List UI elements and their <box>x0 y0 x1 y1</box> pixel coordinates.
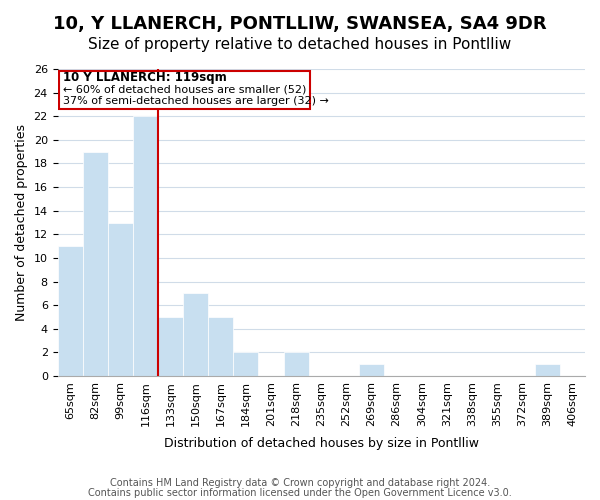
Bar <box>183 294 208 376</box>
X-axis label: Distribution of detached houses by size in Pontlliw: Distribution of detached houses by size … <box>164 437 479 450</box>
Bar <box>535 364 560 376</box>
Bar <box>158 317 183 376</box>
Bar <box>108 222 133 376</box>
Text: Contains HM Land Registry data © Crown copyright and database right 2024.: Contains HM Land Registry data © Crown c… <box>110 478 490 488</box>
Bar <box>233 352 259 376</box>
Y-axis label: Number of detached properties: Number of detached properties <box>15 124 28 321</box>
Bar <box>208 317 233 376</box>
Bar <box>133 116 158 376</box>
Text: ← 60% of detached houses are smaller (52): ← 60% of detached houses are smaller (52… <box>62 84 306 94</box>
Text: Contains public sector information licensed under the Open Government Licence v3: Contains public sector information licen… <box>88 488 512 498</box>
Text: 37% of semi-detached houses are larger (32) →: 37% of semi-detached houses are larger (… <box>62 96 328 106</box>
Text: 10 Y LLANERCH: 119sqm: 10 Y LLANERCH: 119sqm <box>62 72 226 85</box>
Bar <box>83 152 108 376</box>
Bar <box>58 246 83 376</box>
Text: Size of property relative to detached houses in Pontlliw: Size of property relative to detached ho… <box>88 38 512 52</box>
Bar <box>284 352 309 376</box>
FancyBboxPatch shape <box>59 72 310 109</box>
Text: 10, Y LLANERCH, PONTLLIW, SWANSEA, SA4 9DR: 10, Y LLANERCH, PONTLLIW, SWANSEA, SA4 9… <box>53 15 547 33</box>
Bar <box>359 364 384 376</box>
